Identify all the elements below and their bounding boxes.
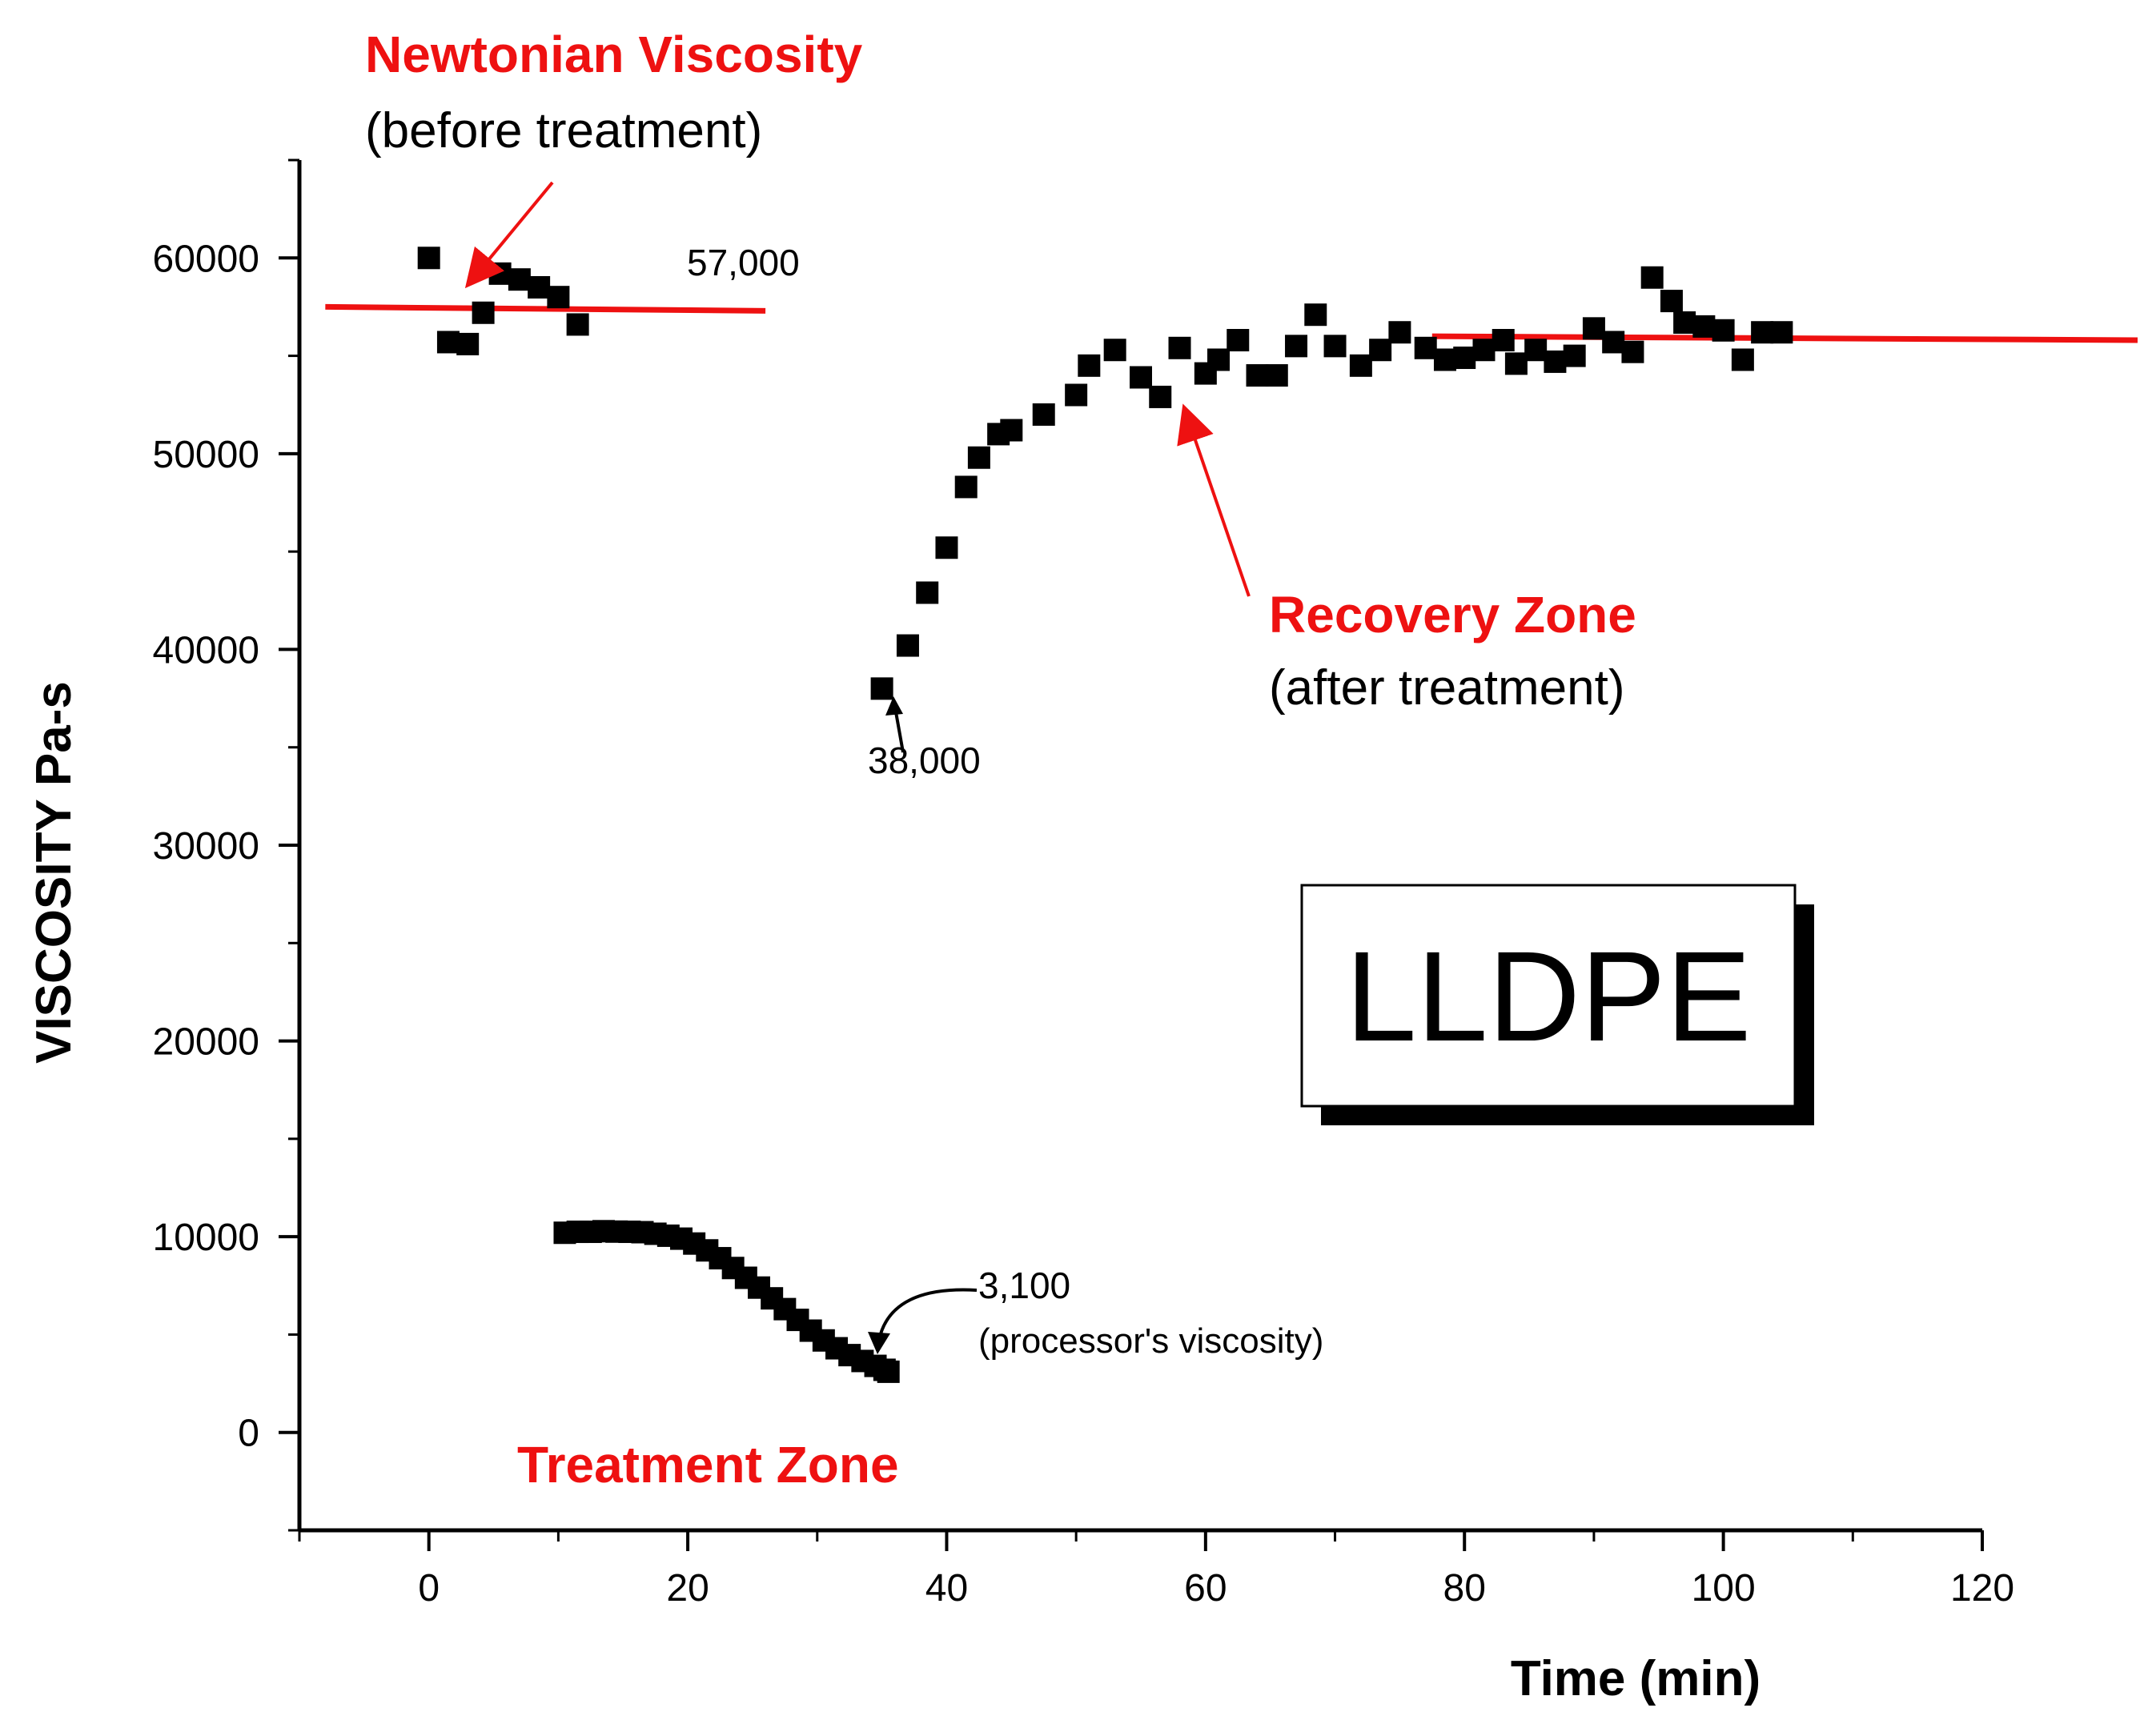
data-point xyxy=(472,301,495,324)
y-tick-label: 40000 xyxy=(153,629,259,672)
data-point xyxy=(1563,344,1586,367)
data-point xyxy=(1712,319,1735,342)
lldpe-box xyxy=(1300,884,1797,1108)
data-point xyxy=(1692,315,1716,338)
data-point xyxy=(1103,339,1126,362)
y-tick-label: 50000 xyxy=(153,434,259,476)
y-tick-label: 0 xyxy=(238,1413,259,1455)
data-point xyxy=(1369,339,1392,362)
x-tick-label: 80 xyxy=(1443,1567,1486,1610)
data-point xyxy=(1000,419,1023,442)
data-point xyxy=(1524,339,1548,362)
data-point xyxy=(1621,340,1644,363)
value-label-57000: 57,000 xyxy=(687,242,800,283)
value-arrow-38000 xyxy=(893,707,905,753)
data-point xyxy=(916,581,939,604)
data-point xyxy=(1453,347,1476,370)
data-point xyxy=(1770,321,1793,344)
data-point xyxy=(1602,331,1625,354)
data-point xyxy=(1227,329,1250,352)
y-tick-label: 30000 xyxy=(153,825,259,868)
data-point xyxy=(1660,290,1683,313)
data-point xyxy=(1640,266,1664,289)
data-point xyxy=(508,268,531,291)
y-tick-label: 20000 xyxy=(153,1021,259,1064)
value-label-38000: 38,000 xyxy=(868,740,981,781)
data-point xyxy=(1304,303,1327,327)
data-point xyxy=(566,313,589,336)
data-point xyxy=(1414,336,1437,359)
data-point xyxy=(1285,335,1308,358)
newtonian-arrow xyxy=(464,181,554,289)
processor-viscosity-note: (processor's viscosity) xyxy=(978,1321,1323,1361)
data-point xyxy=(1032,403,1055,426)
data-point xyxy=(528,275,551,299)
data-point xyxy=(436,331,460,354)
data-point xyxy=(877,1360,900,1383)
data-point xyxy=(1323,335,1347,358)
x-tick-label: 120 xyxy=(1950,1567,2014,1610)
y-tick-label: 60000 xyxy=(153,238,259,280)
x-tick-label: 100 xyxy=(1692,1567,1756,1610)
x-tick-label: 0 xyxy=(418,1567,440,1610)
data-point xyxy=(1472,339,1496,362)
x-tick-label: 40 xyxy=(925,1567,968,1610)
x-tick-label: 20 xyxy=(666,1567,709,1610)
data-point xyxy=(1246,364,1269,387)
data-point xyxy=(1582,317,1605,340)
data-point xyxy=(1349,354,1372,377)
x-tick-label: 60 xyxy=(1184,1567,1227,1610)
data-point xyxy=(1731,348,1754,371)
recovery-zone-subtitle: (after treatment) xyxy=(1269,660,1624,716)
data-point xyxy=(1544,350,1567,373)
data-points xyxy=(417,247,1793,1383)
red-reference-line xyxy=(325,303,766,314)
data-point xyxy=(1065,383,1088,407)
data-point xyxy=(1168,336,1191,359)
x-axis-title: Time (min) xyxy=(1511,1651,1761,1706)
data-point xyxy=(954,475,978,499)
data-point xyxy=(935,536,958,559)
data-point xyxy=(1492,329,1515,352)
value-label-3100: 3,100 xyxy=(978,1265,1070,1306)
value-arrow-3100 xyxy=(877,1288,978,1341)
data-point xyxy=(1078,354,1101,377)
data-point xyxy=(896,634,919,657)
data-point xyxy=(1673,311,1696,334)
data-point xyxy=(547,286,570,309)
recovery-arrow xyxy=(1177,403,1251,597)
y-axis-title: VISCOSITY Pa-s xyxy=(26,681,82,1064)
data-point xyxy=(456,332,480,355)
y-tick-label: 10000 xyxy=(153,1217,259,1259)
ticks: 0 20 40 60 80 100 120 0 10000 20000 30000 40000 5000… xyxy=(153,158,2014,1610)
data-point xyxy=(1388,321,1411,344)
data-point xyxy=(870,677,893,700)
recovery-zone-title: Recovery Zone xyxy=(1269,586,1636,643)
data-point xyxy=(1207,348,1231,371)
treatment-zone-title: Treatment Zone xyxy=(517,1436,899,1493)
newtonian-viscosity-title: Newtonian Viscosity xyxy=(365,26,863,83)
data-point xyxy=(1751,321,1774,344)
lldpe-label: LLDPE xyxy=(1346,924,1752,1068)
data-point xyxy=(1265,364,1288,387)
data-point xyxy=(1130,366,1152,389)
data-point xyxy=(1149,385,1172,408)
data-point xyxy=(1433,348,1456,371)
data-point xyxy=(488,262,512,285)
data-point xyxy=(967,446,990,469)
data-point xyxy=(1504,352,1528,375)
newtonian-viscosity-subtitle: (before treatment) xyxy=(365,103,762,158)
data-point xyxy=(417,247,440,270)
